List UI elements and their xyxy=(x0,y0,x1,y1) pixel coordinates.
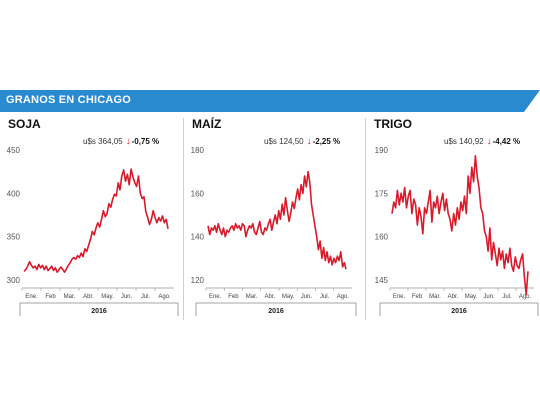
page-title: GRANOS EN CHICAGO xyxy=(6,94,132,106)
down-arrow-icon: ↓ xyxy=(486,136,492,147)
chart-title: TRIGO xyxy=(374,117,412,131)
x-tick-label: Abr. xyxy=(265,294,276,300)
price-line: u$s 364,05 ↓-0,75 % xyxy=(83,136,159,147)
x-tick-label: Mar. xyxy=(429,294,441,300)
x-tick-label: Abr. xyxy=(448,294,459,300)
x-tick-label: Feb xyxy=(45,294,56,300)
x-tick-label: Mar. xyxy=(246,294,258,300)
y-tick-label: 450 xyxy=(7,146,21,155)
series-line xyxy=(391,155,529,296)
year-label: 2016 xyxy=(451,308,467,315)
y-tick-label: 190 xyxy=(375,146,389,155)
y-tick-label: 145 xyxy=(375,276,389,285)
x-tick-label: Ene. xyxy=(209,294,222,300)
price-change: -4,42 % xyxy=(492,137,521,146)
banner-corner-cut xyxy=(524,90,540,112)
series-line xyxy=(23,168,169,274)
y-tick-label: 140 xyxy=(191,233,205,242)
price-value: u$s 140,92 xyxy=(444,137,484,146)
chart-title: MAÍZ xyxy=(192,117,222,131)
down-arrow-icon: ↓ xyxy=(125,136,131,147)
y-tick-label: 160 xyxy=(191,189,205,198)
y-tick-label: 180 xyxy=(191,146,205,155)
x-tick-label: Ago. xyxy=(158,294,171,300)
x-tick-label: Jun. xyxy=(121,294,133,300)
x-tick-label: Feb xyxy=(228,294,239,300)
y-tick-label: 120 xyxy=(191,276,205,285)
x-tick-label: Jul. xyxy=(141,294,151,300)
series-line xyxy=(207,170,347,270)
price-value: u$s 364,05 xyxy=(83,137,123,146)
price-change: -0,75 % xyxy=(131,137,160,146)
x-tick-label: Ago. xyxy=(519,294,532,300)
y-tick-label: 300 xyxy=(7,276,21,285)
x-tick-label: Mar. xyxy=(64,294,76,300)
x-tick-label: Feb xyxy=(412,294,423,300)
y-tick-label: 175 xyxy=(375,189,389,198)
price-change: -2,25 % xyxy=(312,137,341,146)
x-tick-label: Ene. xyxy=(393,294,406,300)
price-line: u$s 140,92 ↓-4,42 % xyxy=(444,136,520,147)
panel-trigo: TRIGO u$s 140,92 ↓-4,42 % xyxy=(374,112,540,324)
down-arrow-icon: ↓ xyxy=(306,136,312,147)
x-tick-label: May. xyxy=(465,294,478,300)
y-tick-label: 400 xyxy=(7,189,21,198)
x-tick-label: Jul. xyxy=(502,294,512,300)
header-banner: GRANOS EN CHICAGO xyxy=(0,90,540,112)
year-label: 2016 xyxy=(91,308,107,315)
x-tick-label: May. xyxy=(282,294,295,300)
x-tick-label: Jul. xyxy=(320,294,330,300)
panel-divider xyxy=(365,118,366,320)
x-tick-label: Jun. xyxy=(301,294,313,300)
x-tick-label: Ago. xyxy=(337,294,350,300)
panel-soja: SOJA u$s 364,05 ↓-0,75 % xyxy=(8,112,176,324)
price-line: u$s 124,50 ↓-2,25 % xyxy=(264,136,340,147)
y-tick-label: 160 xyxy=(375,233,389,242)
x-tick-label: Abr. xyxy=(83,294,94,300)
panel-maiz: MAÍZ u$s 124,50 ↓-2,25 % xyxy=(192,112,360,324)
x-tick-label: Ene. xyxy=(25,294,38,300)
x-tick-label: Jun. xyxy=(483,294,495,300)
chart-title: SOJA xyxy=(8,117,41,131)
y-tick-label: 350 xyxy=(7,233,21,242)
year-label: 2016 xyxy=(268,308,284,315)
price-value: u$s 124,50 xyxy=(264,137,304,146)
x-tick-label: May. xyxy=(101,294,114,300)
panel-divider xyxy=(183,118,184,320)
